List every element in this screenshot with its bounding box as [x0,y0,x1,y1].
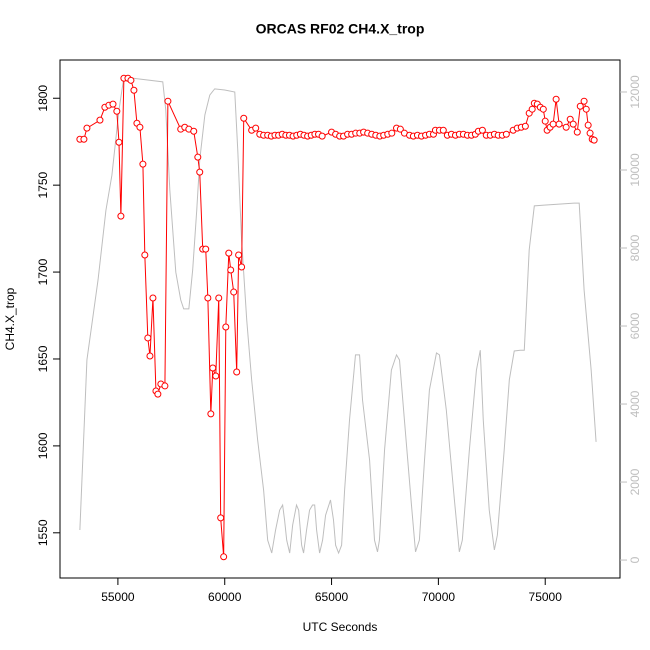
data-point [96,116,104,124]
data-point [117,212,125,220]
data-point [590,136,598,144]
y-tick-label: 1700 [36,258,50,285]
x-tick-label: 70000 [422,590,456,604]
data-point [164,97,172,105]
data-point [207,410,215,418]
data-point [113,107,121,115]
data-point [146,352,154,360]
y2-tick-label: 10000 [628,153,642,187]
data-point [582,105,590,113]
y-tick-label: 1600 [36,432,50,459]
data-point [555,120,563,128]
data-point [549,120,557,128]
data-point [115,138,123,146]
data-point [204,294,212,302]
data-point [212,372,220,380]
data-point [478,126,486,134]
y-tick-label: 1550 [36,519,50,546]
y2-tick-label: 6000 [628,312,642,339]
data-point [566,115,574,123]
data-point [552,95,560,103]
data-point [502,130,510,138]
data-point [439,126,447,134]
data-point [154,390,162,398]
y2-tick-label: 4000 [628,390,642,417]
data-point [227,266,235,274]
data-point [580,97,588,105]
data-point [136,123,144,131]
data-point [569,120,577,128]
x-tick-label: 75000 [529,590,563,604]
data-point [202,245,210,253]
data-point [83,124,91,132]
data-point [562,123,570,131]
data-point [127,76,135,84]
y2-tick-label: 8000 [628,234,642,261]
data-point [573,128,581,136]
y-tick-label: 1800 [36,85,50,112]
data-point [388,129,396,137]
data-point [194,153,202,161]
data-point [586,129,594,137]
y2-tick-label: 0 [628,556,642,563]
data-point [396,125,404,133]
y2-tick-label: 2000 [628,468,642,495]
data-point [576,102,584,110]
data-point [215,294,223,302]
plot-box [59,59,621,579]
data-point [209,364,217,372]
data-line [79,76,597,555]
data-point [144,334,152,342]
data-point [139,160,147,168]
data-point [528,105,536,113]
data-point [222,323,230,331]
data-point [539,105,547,113]
data-point [541,117,549,125]
y2-tick-label: 12000 [628,75,642,109]
data-point [130,86,138,94]
data-point [109,100,117,108]
data-point [238,263,246,271]
data-point [252,124,260,132]
data-point [521,122,529,130]
x-tick-label: 55000 [101,590,135,604]
data-point [225,249,233,257]
data-point [584,121,592,129]
y-axis-label: CH4.X_trop [3,287,17,350]
data-point [161,382,169,390]
data-point [233,368,241,376]
data-point [220,553,228,561]
data-point [149,294,157,302]
data-point [318,132,326,140]
data-point [190,127,198,135]
y-tick-label: 1650 [36,345,50,372]
data-point [240,114,248,122]
data-point [230,288,238,296]
x-tick-label: 65000 [315,590,349,604]
x-axis-label: UTC Seconds [303,620,378,634]
data-point [217,514,225,522]
y-tick-label: 1750 [36,171,50,198]
data-point [196,168,204,176]
data-point [80,135,88,143]
chart-title: ORCAS RF02 CH4.X_trop [256,21,425,37]
x-tick-label: 60000 [208,590,242,604]
data-point [141,251,149,259]
data-point [235,251,243,259]
